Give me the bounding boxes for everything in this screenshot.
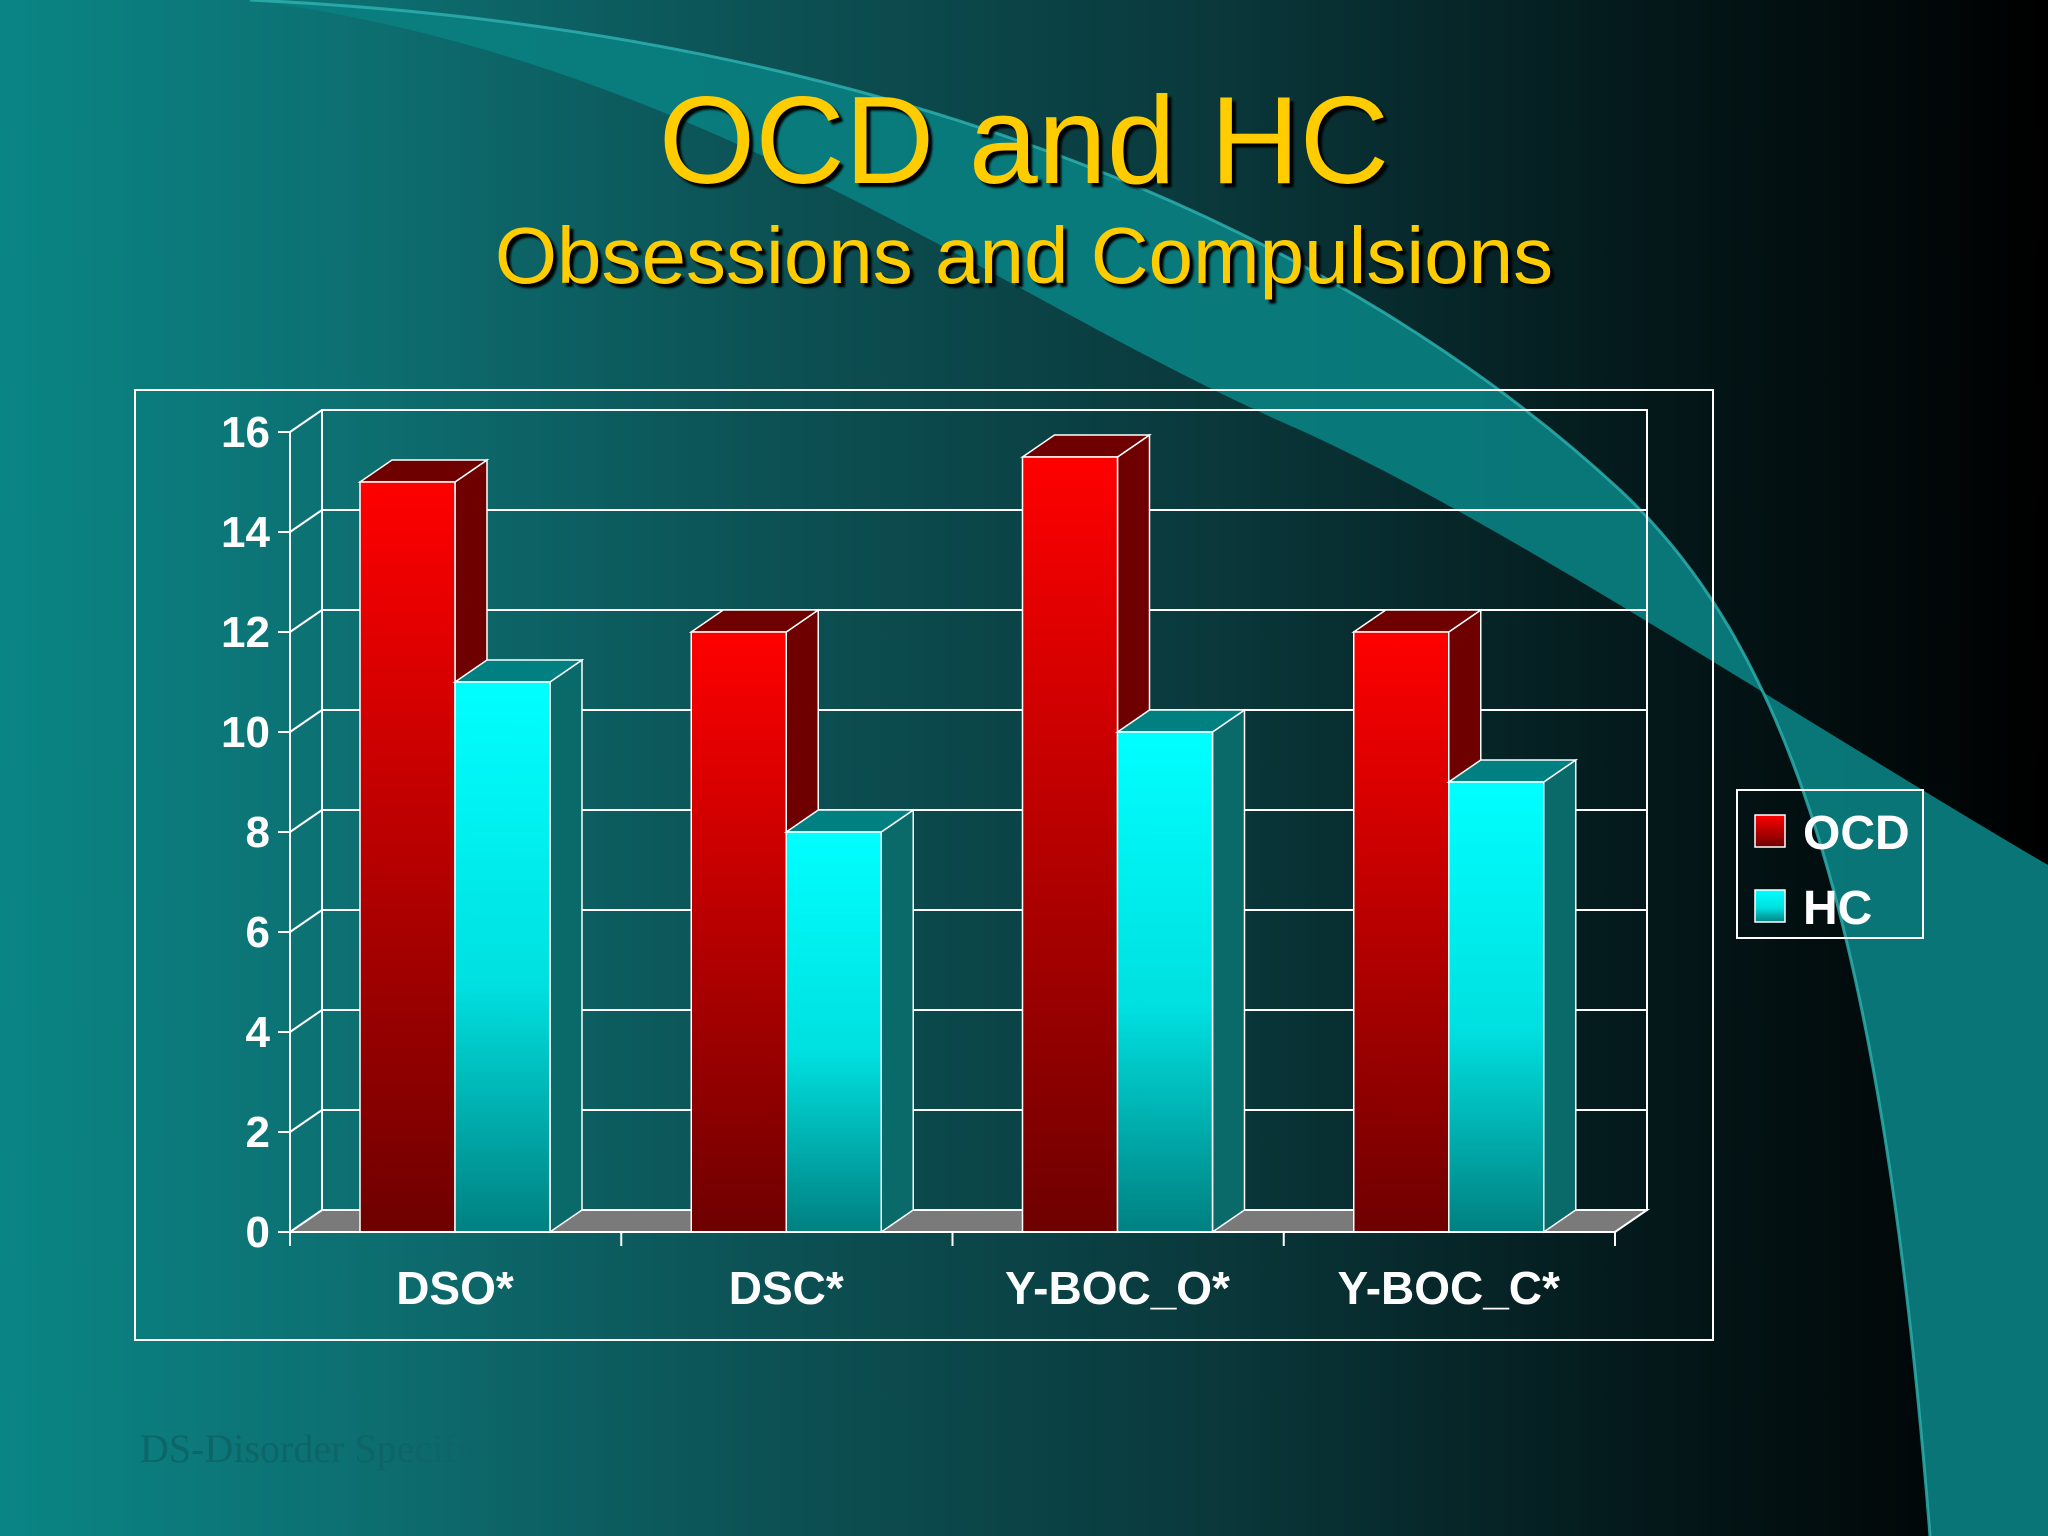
y-tick-label: 12 <box>221 608 270 657</box>
legend-swatch-ocd <box>1754 814 1786 848</box>
bar-side-hc <box>880 808 914 1234</box>
y-tick-label: 8 <box>246 808 270 857</box>
bar-side-hc <box>1543 758 1577 1234</box>
x-tick-label: DSC* <box>729 1262 844 1314</box>
bar-side-hc <box>549 658 583 1234</box>
y-tick-label: 2 <box>246 1108 270 1157</box>
gridline-wall <box>289 1109 323 1133</box>
bar-hc <box>785 831 882 1233</box>
bar-ocd <box>359 481 456 1233</box>
chart-frame <box>134 389 1714 1341</box>
y-tick-label: 16 <box>221 408 270 457</box>
y-tick-label: 0 <box>246 1208 270 1257</box>
gridline-wall <box>289 409 323 433</box>
bar-hc <box>1448 781 1545 1233</box>
legend-swatch-hc <box>1754 889 1786 923</box>
gridline-wall <box>289 709 323 733</box>
bar-side-hc <box>1211 708 1246 1234</box>
x-tick-label: Y-BOC_C* <box>1338 1262 1560 1314</box>
bar-ocd <box>1353 631 1450 1233</box>
bar-hc <box>454 681 551 1233</box>
y-tick-label: 10 <box>221 708 270 757</box>
y-tick-label: 14 <box>221 508 270 557</box>
slide-subtitle: Obsessions and Compulsions <box>494 211 1554 300</box>
bar-ocd <box>1021 456 1119 1233</box>
legend-frame <box>1736 789 1924 939</box>
gridline-wall <box>289 509 323 533</box>
gridline-wall <box>289 909 323 933</box>
legend: OCD HC <box>1736 789 1924 939</box>
slide-title: OCD and HC <box>658 72 1390 210</box>
gridline-wall <box>289 809 323 833</box>
bar-ocd <box>690 631 787 1233</box>
legend-label-hc: HC <box>1803 882 1872 935</box>
footnote: DS-Disorder Specific <box>140 1426 486 1471</box>
y-tick-label: 4 <box>246 1008 271 1057</box>
plot-area: 0 2 4 6 8 10 12 14 16 DSO* DSC* Y-BOC_O* Y-BOC_C* <box>221 408 1651 1314</box>
x-tick-label: DSO* <box>396 1262 514 1314</box>
gridline-wall <box>289 609 323 633</box>
y-tick-label: 6 <box>246 908 270 957</box>
x-tick-label: Y-BOC_O* <box>1005 1262 1230 1314</box>
gridline-wall <box>289 1009 323 1033</box>
legend-label-ocd: OCD <box>1803 807 1910 860</box>
bar-hc <box>1116 731 1214 1233</box>
